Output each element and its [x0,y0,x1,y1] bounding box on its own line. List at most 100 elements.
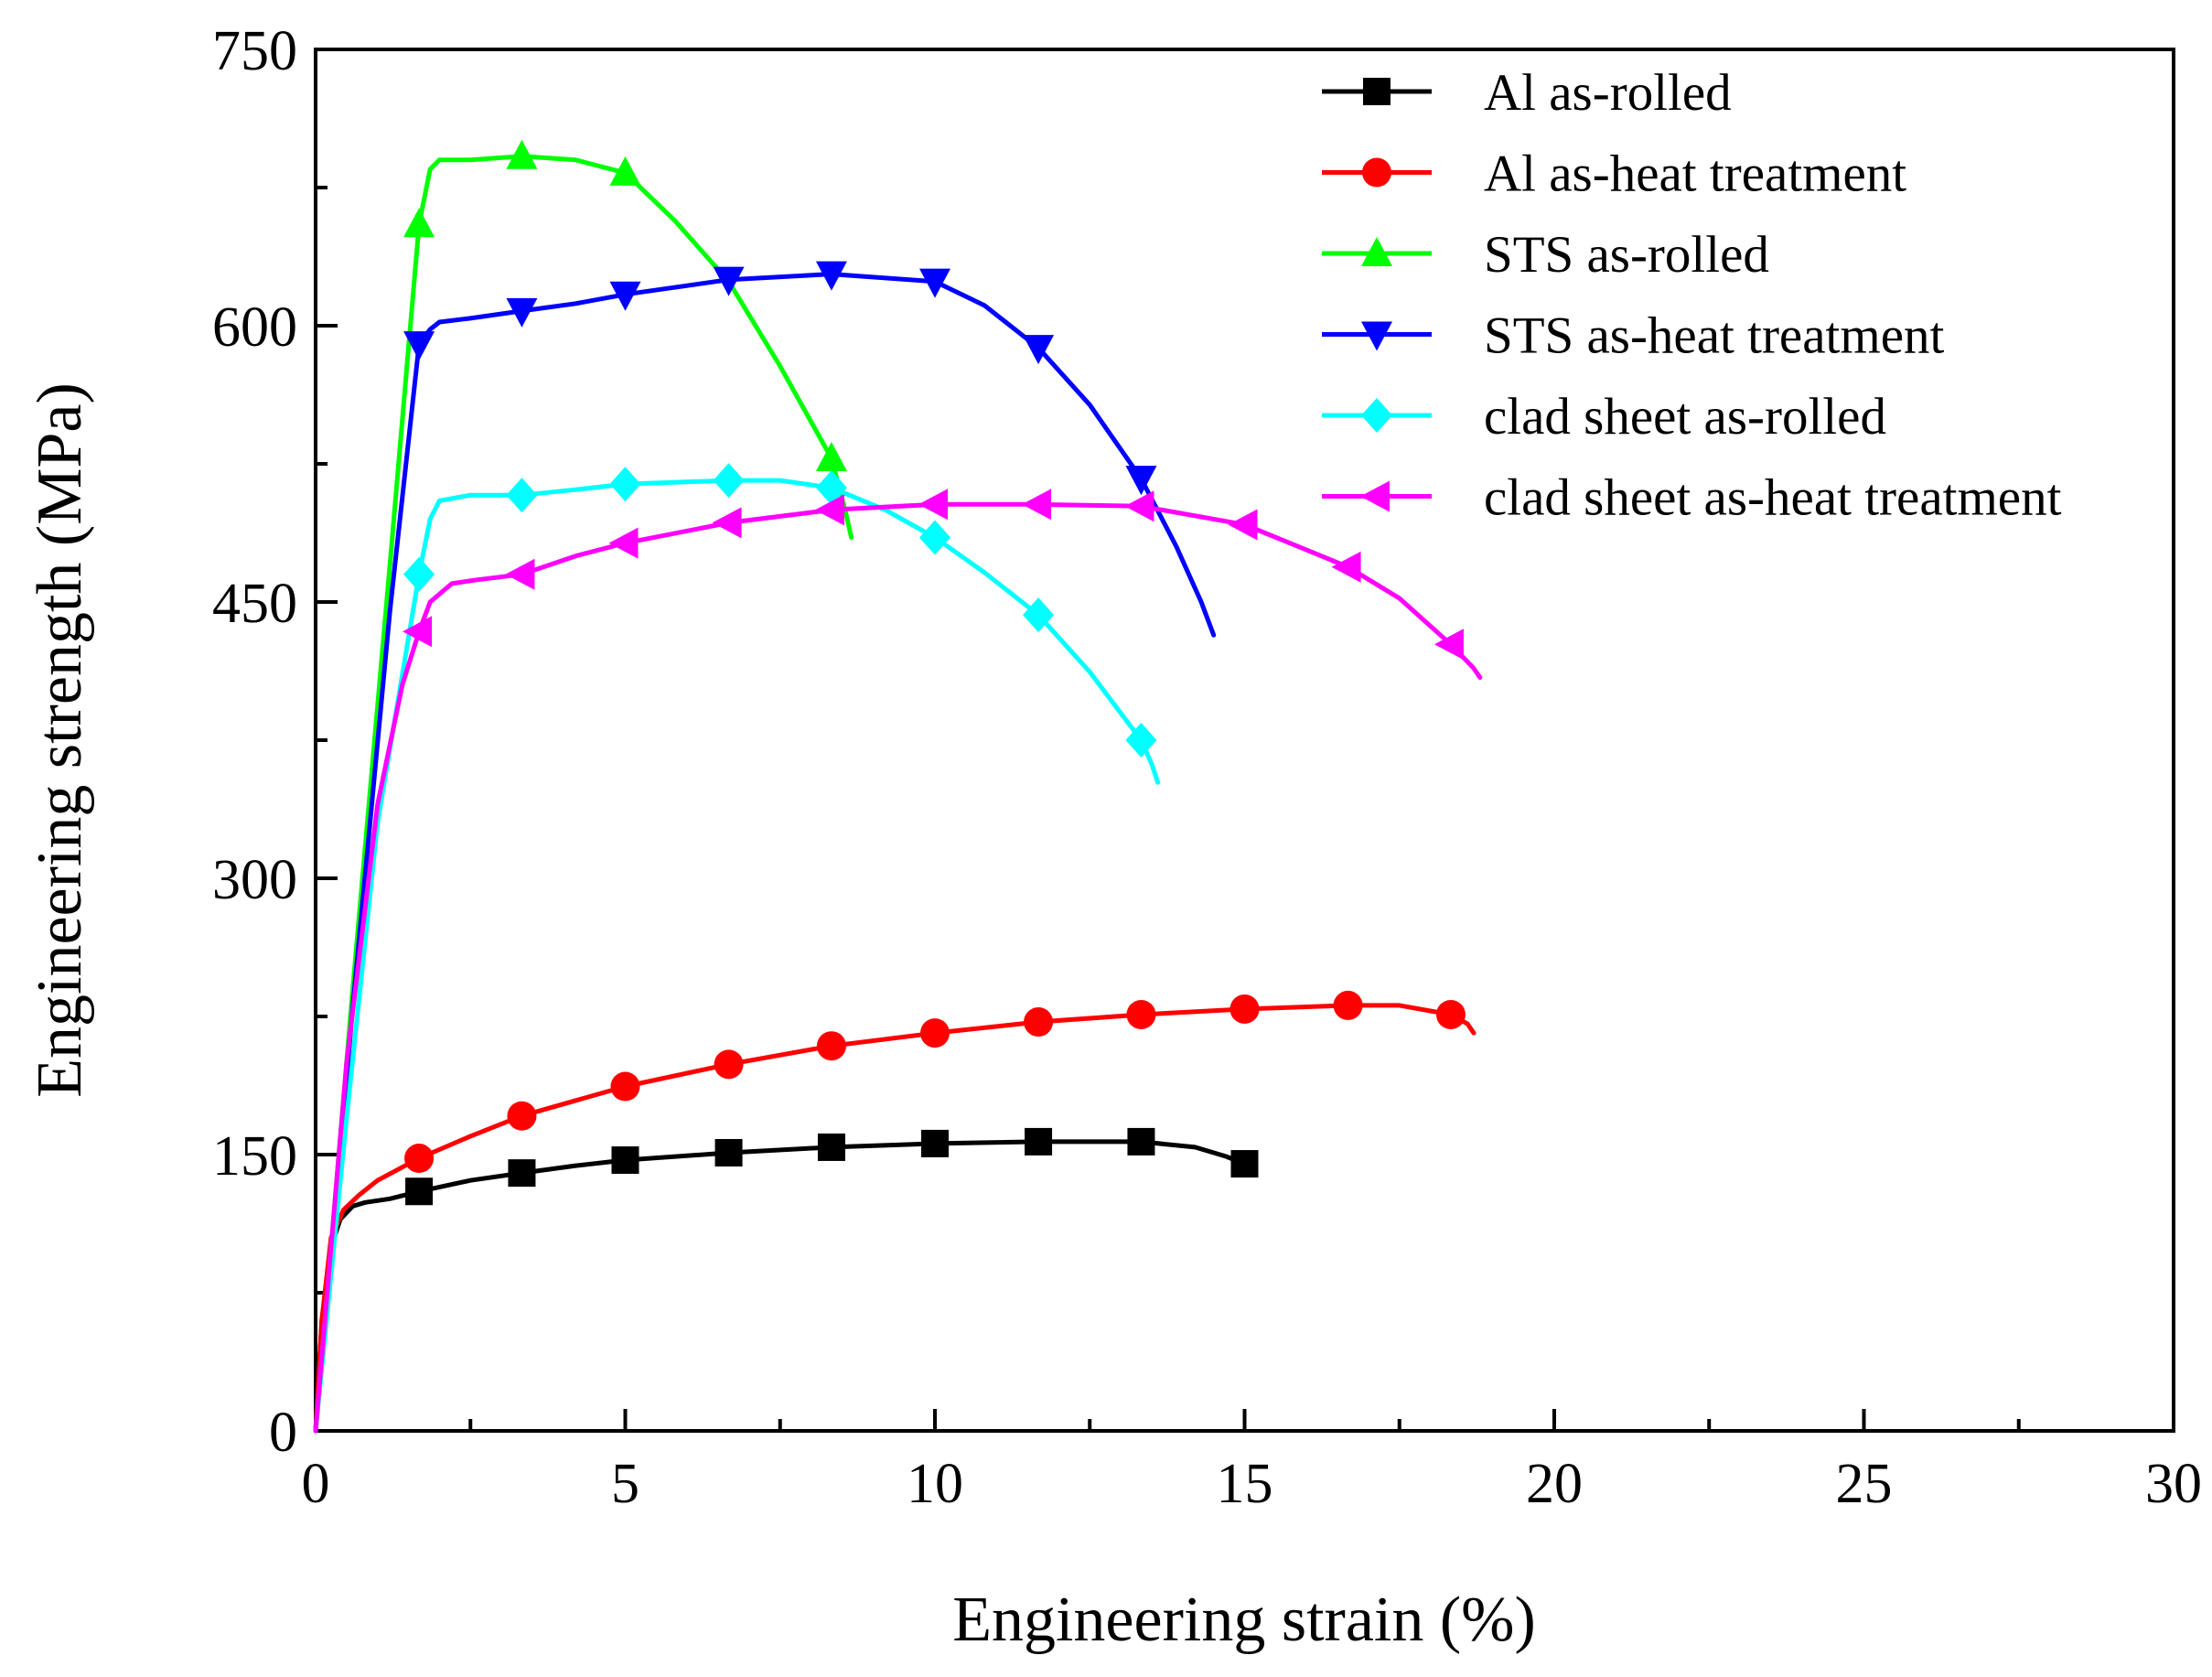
data-point-marker [403,556,435,592]
x-tick-label: 15 [1217,1453,1273,1515]
data-point-marker [608,527,639,559]
series-line [313,501,1483,1434]
y-tick-label: 0 [269,1402,297,1464]
data-point-marker [1023,335,1055,365]
data-point-marker [1024,1007,1054,1037]
data-point-marker [508,1159,536,1188]
y-axis-label: Engineering strength (MPa) [25,382,95,1097]
legend-item: STS as-heat treatment [1322,307,1945,365]
plot-frame [314,48,2175,1433]
x-axis-ticks: 0 5 10 15 20 25 30 [302,1409,2202,1515]
data-point-marker [1025,1127,1053,1156]
data-point-marker [1435,999,1466,1029]
data-point-marker [1434,629,1464,661]
legend-item: clad sheet as-heat treatment [1322,469,2062,527]
series-6 [313,489,1483,1434]
legend-swatch-marker [1363,78,1391,105]
data-point-marker [814,494,844,526]
data-point-marker [610,1071,640,1102]
data-point-marker [1333,990,1363,1020]
data-point-marker [1022,489,1052,521]
series-2 [313,990,1476,1434]
legend: Al as-rolled Al as-heat treatment STS as-r… [1322,64,2062,527]
y-tick-label: 150 [212,1125,297,1188]
data-point-marker [1125,466,1157,496]
data-point-marker [920,1018,950,1048]
data-point-marker [817,1133,845,1161]
legend-label: clad sheet as-heat treatment [1484,469,2062,527]
data-point-marker [815,441,847,471]
legend-label: Al as-rolled [1484,64,1732,122]
legend-swatch-marker [1361,398,1392,433]
data-point-marker [403,208,435,238]
data-point-marker [713,266,745,296]
data-point-marker [919,268,950,298]
data-point-marker [611,1146,639,1175]
data-point-marker [1228,509,1258,541]
data-point-marker [713,463,745,499]
legend-swatch-marker [1360,480,1390,512]
y-tick-label: 750 [212,20,297,82]
data-point-marker [712,507,742,539]
data-point-marker [405,1177,434,1206]
data-point-marker [506,478,538,513]
legend-label: STS as-heat treatment [1484,307,1945,365]
legend-swatch-marker [1361,321,1392,351]
data-point-marker [506,297,538,328]
x-axis-label: Engineering strain (%) [952,1585,1536,1655]
x-tick-label: 10 [907,1453,963,1515]
series-line [313,272,1217,1434]
series-1 [313,1127,1259,1434]
data-point-marker [1230,1150,1259,1178]
data-point-marker [506,139,538,169]
data-point-marker [403,616,433,648]
data-point-marker [714,1138,743,1166]
series-line [313,154,854,1434]
data-point-marker [1124,490,1154,522]
series-line [313,1139,1257,1434]
series-layer [313,139,1483,1434]
data-point-marker [404,1144,435,1174]
legend-swatch-marker [1362,157,1391,188]
x-tick-label: 0 [302,1453,330,1515]
data-point-marker [921,1129,949,1157]
series-5 [313,463,1161,1434]
series-line [313,1003,1476,1434]
legend-item: clad sheet as-rolled [1322,388,1886,446]
x-tick-label: 25 [1836,1453,1893,1515]
data-point-marker [403,331,435,361]
y-axis-ticks: 0 150 300 450 600 750 [212,20,338,1464]
legend-item: Al as-heat treatment [1322,145,1906,203]
legend-item: Al as-rolled [1322,64,1732,122]
y-tick-label: 600 [212,296,297,359]
data-point-marker [1127,1127,1155,1156]
data-point-marker [816,1031,846,1061]
data-point-marker [609,467,641,502]
data-point-marker [815,261,847,291]
data-point-marker [507,1101,537,1131]
data-point-marker [609,281,641,311]
data-point-marker [609,156,641,186]
data-point-marker [919,520,950,555]
legend-item: STS as-rolled [1322,226,1769,284]
data-point-marker [1023,597,1055,633]
data-point-marker [714,1049,744,1080]
data-point-marker [815,470,847,506]
series-3 [313,139,854,1434]
x-tick-label: 30 [2145,1453,2202,1515]
data-point-marker [1229,994,1260,1024]
data-point-marker [918,489,948,521]
data-point-marker [1331,551,1361,583]
legend-label: STS as-rolled [1484,226,1769,284]
x-tick-label: 20 [1526,1453,1583,1515]
y-tick-label: 300 [212,849,297,911]
data-point-marker [1125,723,1157,758]
y-tick-label: 450 [212,573,297,635]
series-4 [313,261,1217,1434]
legend-label: clad sheet as-rolled [1484,388,1886,446]
x-tick-label: 5 [611,1453,639,1515]
data-point-marker [505,558,535,590]
data-point-marker [1126,999,1156,1029]
legend-label: Al as-heat treatment [1484,145,1906,203]
